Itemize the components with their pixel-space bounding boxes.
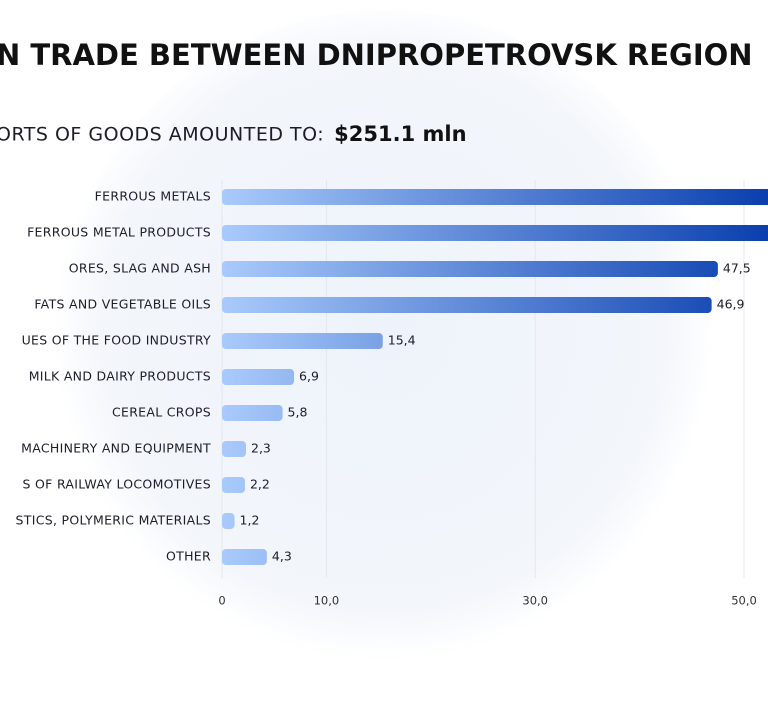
bar	[222, 549, 267, 565]
chart-title: N TRADE BETWEEN DNIPROPETROVSK REGION	[0, 38, 753, 72]
category-label: ORES, SLAG AND ASH	[69, 261, 211, 276]
bar	[222, 225, 768, 241]
x-tick-label: 50,0	[731, 594, 757, 608]
x-tick-label: 30,0	[522, 594, 548, 608]
bar	[222, 261, 718, 277]
background-circle	[54, 10, 714, 670]
category-label: CEREAL CROPS	[112, 405, 211, 420]
value-label: 2,2	[250, 477, 270, 492]
bar	[222, 405, 283, 421]
bar	[222, 369, 295, 385]
value-label: 5,8	[288, 405, 308, 420]
category-label: MILK AND DAIRY PRODUCTS	[29, 369, 211, 384]
bar	[222, 513, 235, 529]
bar	[222, 441, 247, 457]
value-label: 46,9	[717, 297, 745, 312]
chart-subtitle: ORTS OF GOODS AMOUNTED TO:	[0, 124, 324, 146]
value-label: 1,2	[240, 513, 260, 528]
x-tick-label: 0	[218, 594, 225, 608]
value-label: 47,5	[723, 261, 751, 276]
value-label: 15,4	[388, 333, 416, 348]
category-label: UES OF THE FOOD INDUSTRY	[22, 333, 211, 348]
value-label: 2,3	[251, 441, 271, 456]
bar	[222, 297, 712, 313]
bar	[222, 189, 768, 205]
category-label: FERROUS METAL PRODUCTS	[27, 225, 211, 240]
x-tick-label: 10,0	[314, 594, 340, 608]
category-label: OTHER	[166, 549, 211, 564]
value-label: 6,9	[299, 369, 319, 384]
bar	[222, 477, 245, 493]
category-label: MACHINERY AND EQUIPMENT	[21, 441, 211, 456]
category-label: S OF RAILWAY LOCOMOTIVES	[23, 477, 211, 492]
category-label: FERROUS METALS	[95, 189, 211, 204]
bar	[222, 333, 383, 349]
category-label: FATS AND VEGETABLE OILS	[34, 297, 211, 312]
category-label: STICS, POLYMERIC MATERIALS	[16, 513, 211, 528]
value-label: 4,3	[272, 549, 292, 564]
subtitle-value: $251.1 mln	[334, 122, 466, 146]
